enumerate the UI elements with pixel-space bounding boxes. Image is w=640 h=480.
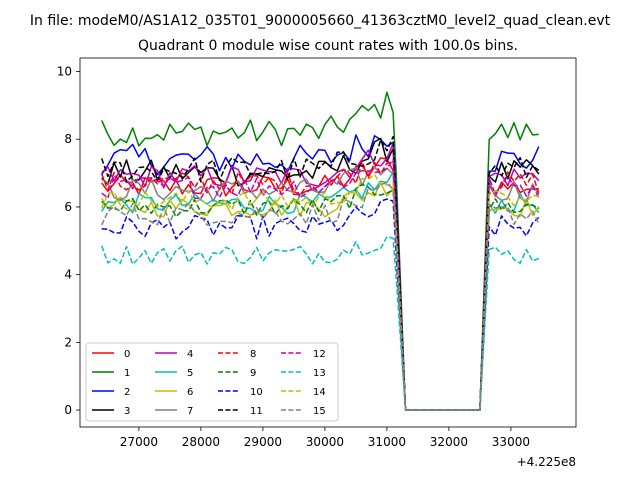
- legend-label: 5: [187, 368, 193, 379]
- legend-label: 13: [313, 368, 326, 379]
- legend-label: 2: [124, 387, 130, 398]
- axes-frame: [79, 57, 577, 428]
- x-tick-label: 30000: [306, 435, 344, 449]
- x-tick-label: 31000: [368, 435, 406, 449]
- legend-label: 3: [124, 406, 130, 417]
- y-axis: 0 2 4 6 8 10: [57, 65, 80, 417]
- legend-label: 12: [313, 349, 326, 360]
- y-tick-label: 8: [64, 132, 72, 146]
- plot-area: [100, 91, 540, 411]
- chart-title: Quadrant 0 module wise count rates with …: [138, 38, 518, 54]
- legend-label: 7: [187, 406, 193, 417]
- x-tick-label: 32000: [430, 435, 468, 449]
- x-tick-label: 27000: [120, 435, 158, 449]
- legend-label: 15: [313, 406, 326, 417]
- y-tick-label: 2: [64, 335, 72, 349]
- y-tick-label: 0: [64, 403, 72, 417]
- legend-label: 11: [250, 406, 263, 417]
- y-tick-label: 4: [64, 268, 72, 282]
- legend-label: 0: [124, 349, 130, 360]
- x-tick-label: 28000: [182, 435, 220, 449]
- legend-label: 14: [313, 387, 326, 398]
- legend-label: 6: [187, 387, 193, 398]
- legend-label: 8: [250, 349, 256, 360]
- y-tick-label: 10: [57, 65, 72, 79]
- y-tick-label: 6: [64, 200, 72, 214]
- legend-label: 1: [124, 368, 130, 379]
- series-line-15: [101, 181, 540, 411]
- x-offset-label: +4.225e8: [517, 455, 576, 469]
- x-tick-label: 29000: [244, 435, 282, 449]
- figure-suptitle: In file: modeM0/AS1A12_035T01_9000005660…: [30, 13, 611, 29]
- x-axis: 27000 28000 29000 30000 31000 32000 33000: [120, 427, 530, 449]
- legend-label: 9: [250, 368, 256, 379]
- x-tick-label: 33000: [492, 435, 530, 449]
- legend-label: 10: [250, 387, 263, 398]
- legend-box: [85, 342, 339, 422]
- legend-label: 4: [187, 349, 193, 360]
- series-line-13: [100, 236, 540, 411]
